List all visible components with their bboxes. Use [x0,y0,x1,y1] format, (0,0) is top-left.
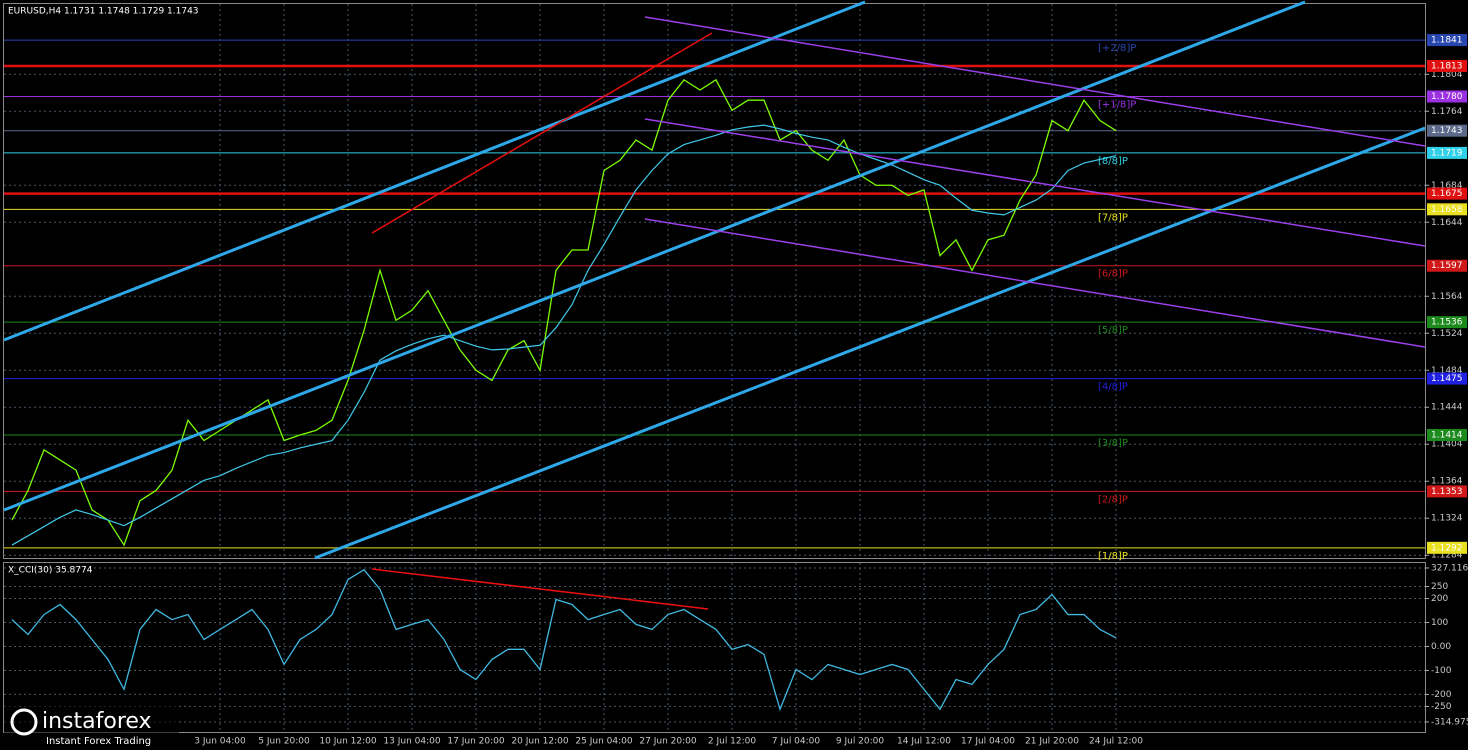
level-label: 1.1353 [1431,487,1463,497]
y-tick-label: -250 [1431,702,1452,712]
channel-lines [3,0,1426,560]
y-tick-label: 1.1684 [1431,181,1463,191]
channel-line [3,0,866,342]
level-box [1427,541,1467,554]
cci-trend-line [371,568,709,610]
purple-channel [644,16,1426,348]
brand-logo: instaforex Instant Forex Trading [4,705,179,747]
y-tick-label: 100 [1431,618,1448,628]
y-tick-label: -314.975 [1431,718,1468,728]
y-tick-label: 1.1484 [1431,366,1463,376]
level-box [1427,34,1467,47]
level-box [1427,124,1467,137]
logo-backdrop [4,705,179,747]
murray-tag: [+1/8]P [1098,99,1136,110]
level-label: 1.1292 [1431,543,1463,553]
murray-tag: [7/8]P [1098,212,1128,223]
murray-tag: [5/8]P [1098,325,1128,336]
x-tick-label: 2 Jul 12:00 [708,737,757,747]
series-line [11,568,1117,712]
x-tick-label: 14 Jul 12:00 [897,737,951,747]
y-tick-label: 1.1404 [1431,440,1463,450]
chart-title: EURUSD,H4 1.1731 1.1748 1.1729 1.1743 [8,7,199,17]
y-tick-label: 1.1444 [1431,403,1463,413]
x-tick-label: 3 Jun 04:00 [194,737,246,747]
y-tick-label: 250 [1431,582,1448,592]
level-label: 1.1743 [1431,126,1463,136]
x-tick-label: 9 Jul 20:00 [836,737,885,747]
y-tick-label: 1.1524 [1431,329,1463,339]
y-tick-label: 1.1364 [1431,477,1463,487]
x-tick-label: 21 Jul 20:00 [1025,737,1079,747]
y-tick-label: 1.1284 [1431,551,1463,561]
channel-line [3,0,1306,512]
level-box [1427,428,1467,441]
x-tick-label: 5 Jun 20:00 [258,737,310,747]
x-tick-label: 25 Jun 04:00 [575,737,632,747]
y-tick-label: 327.116 [1431,564,1468,574]
x-tick-label: 17 Jun 20:00 [447,737,504,747]
level-box [1427,259,1467,272]
level-box [1427,146,1467,159]
murray-tag: [3/8]P [1098,438,1128,449]
level-box [1427,203,1467,216]
channel-line [644,16,1426,147]
x-tick-label: 27 Jun 20:00 [639,737,696,747]
level-label: 1.1813 [1431,61,1463,71]
y-tick-label: 200 [1431,594,1448,604]
murray-tag: [6/8]P [1098,269,1128,280]
level-label: 1.1675 [1431,189,1463,199]
trend-line [371,32,713,234]
x-tick-label: 20 Jun 12:00 [511,737,568,747]
y-tick-label: 1.1764 [1431,107,1463,117]
murray-tag: [+2/8]P [1098,43,1136,54]
murray-tag: [8/8]P [1098,156,1128,167]
x-tick-label: 17 Jul 04:00 [961,737,1015,747]
level-label: 1.1475 [1431,374,1463,384]
x-tick-label: 13 Jun 04:00 [383,737,440,747]
level-label: 1.1414 [1431,430,1463,440]
level-box [1427,316,1467,329]
series-line [11,78,1117,547]
level-label: 1.1841 [1431,36,1463,46]
channel-line [644,218,1426,348]
level-box [1427,372,1467,385]
x-tick-label: 7 Jul 04:00 [772,737,821,747]
y-tick-label: 0.00 [1431,642,1451,652]
channel-line [644,118,1426,247]
level-label: 1.1536 [1431,318,1463,328]
y-tick-label: 1.1564 [1431,292,1463,302]
murray-tag: [4/8]P [1098,382,1128,393]
logo-icon [10,708,38,736]
level-box [1427,187,1467,200]
brand-name: instaforex [42,709,152,734]
level-box [1427,90,1467,103]
level-label: 1.1597 [1431,261,1463,271]
y-tick-label: -200 [1431,690,1452,700]
level-label: 1.1658 [1431,205,1463,215]
level-label: 1.1780 [1431,92,1463,102]
brand-tagline: Instant Forex Trading [46,736,151,747]
y-tick-label: 1.1324 [1431,514,1463,524]
level-box [1427,59,1467,72]
cci-title: X_CCI(30) 35.8774 [8,566,93,576]
cci-panel-frame [3,562,1426,733]
price-panel-frame [3,3,1426,559]
y-tick-label: 1.1644 [1431,218,1463,228]
channel-line [314,126,1426,560]
series-line [11,124,1117,546]
murray-tag: [1/8]P [1098,551,1128,562]
level-label: 1.1719 [1431,148,1463,158]
x-tick-label: 24 Jul 12:00 [1089,737,1143,747]
y-tick-label: 1.1804 [1431,70,1463,80]
x-tick-label: 10 Jun 12:00 [319,737,376,747]
y-tick-label: -100 [1431,666,1452,676]
level-box [1427,485,1467,498]
murray-tag: [2/8]P [1098,494,1128,505]
